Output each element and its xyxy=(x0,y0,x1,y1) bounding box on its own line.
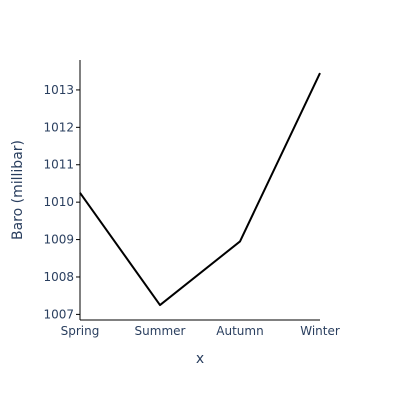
x-tick-label: Spring xyxy=(61,324,100,338)
plot-area xyxy=(80,73,320,305)
y-tick-label: 1011 xyxy=(43,158,74,172)
y-tick-label: 1010 xyxy=(43,195,74,209)
y-tick-label: 1009 xyxy=(43,233,74,247)
y-axis-title: Baro (millibar) xyxy=(10,140,26,240)
series-line xyxy=(80,73,320,305)
y-axis-ticks: 1007 1008 1009 1010 1011 1012 1013 xyxy=(43,83,80,321)
y-tick-label: 1012 xyxy=(43,120,74,134)
x-tick-label: Autumn xyxy=(216,324,263,338)
x-axis-title: x xyxy=(196,351,204,367)
y-tick-label: 1008 xyxy=(43,270,74,284)
x-tick-label: Summer xyxy=(135,324,186,338)
y-tick-label: 1013 xyxy=(43,83,74,97)
y-tick-label: 1007 xyxy=(43,307,74,321)
x-axis-ticks: Spring Summer Autumn Winter xyxy=(61,324,340,338)
x-tick-label: Winter xyxy=(300,324,340,338)
